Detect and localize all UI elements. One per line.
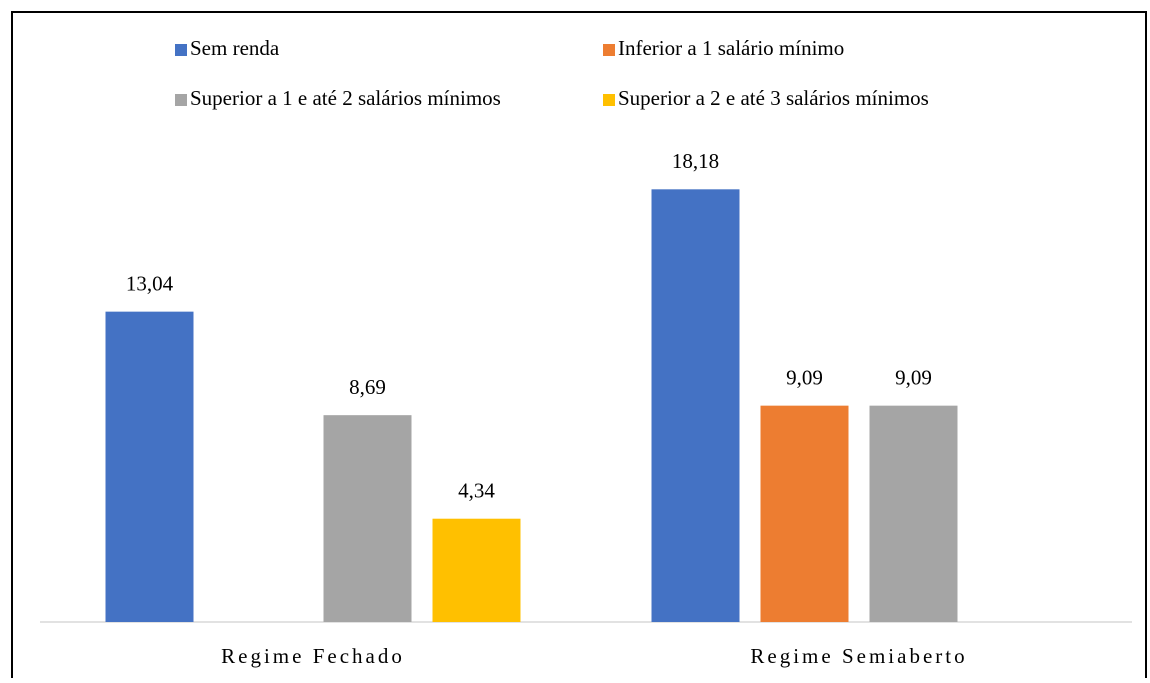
legend-swatch (175, 44, 187, 56)
bar (323, 415, 412, 622)
data-label: 4,34 (458, 479, 495, 503)
legend-swatch (603, 94, 615, 106)
legend-label: Inferior a 1 salário mínimo (618, 36, 844, 60)
bar (105, 311, 194, 622)
x-tick-label: Regime Semiaberto (750, 644, 967, 668)
data-label: 9,09 (895, 365, 932, 389)
data-label: 13,04 (126, 271, 174, 295)
legend-label: Superior a 1 e até 2 salários mínimos (190, 86, 501, 110)
x-tick-label: Regime Fechado (221, 644, 405, 668)
bar (651, 189, 740, 623)
legend-swatch (175, 94, 187, 106)
data-label: 18,18 (672, 149, 719, 173)
legend-label: Sem renda (190, 36, 280, 60)
bar (760, 405, 849, 622)
bar (869, 405, 958, 622)
legend-label: Superior a 2 e até 3 salários mínimos (618, 86, 929, 110)
bar (432, 518, 521, 622)
data-label: 9,09 (786, 365, 823, 389)
data-label: 8,69 (349, 375, 386, 399)
legend-swatch (603, 44, 615, 56)
